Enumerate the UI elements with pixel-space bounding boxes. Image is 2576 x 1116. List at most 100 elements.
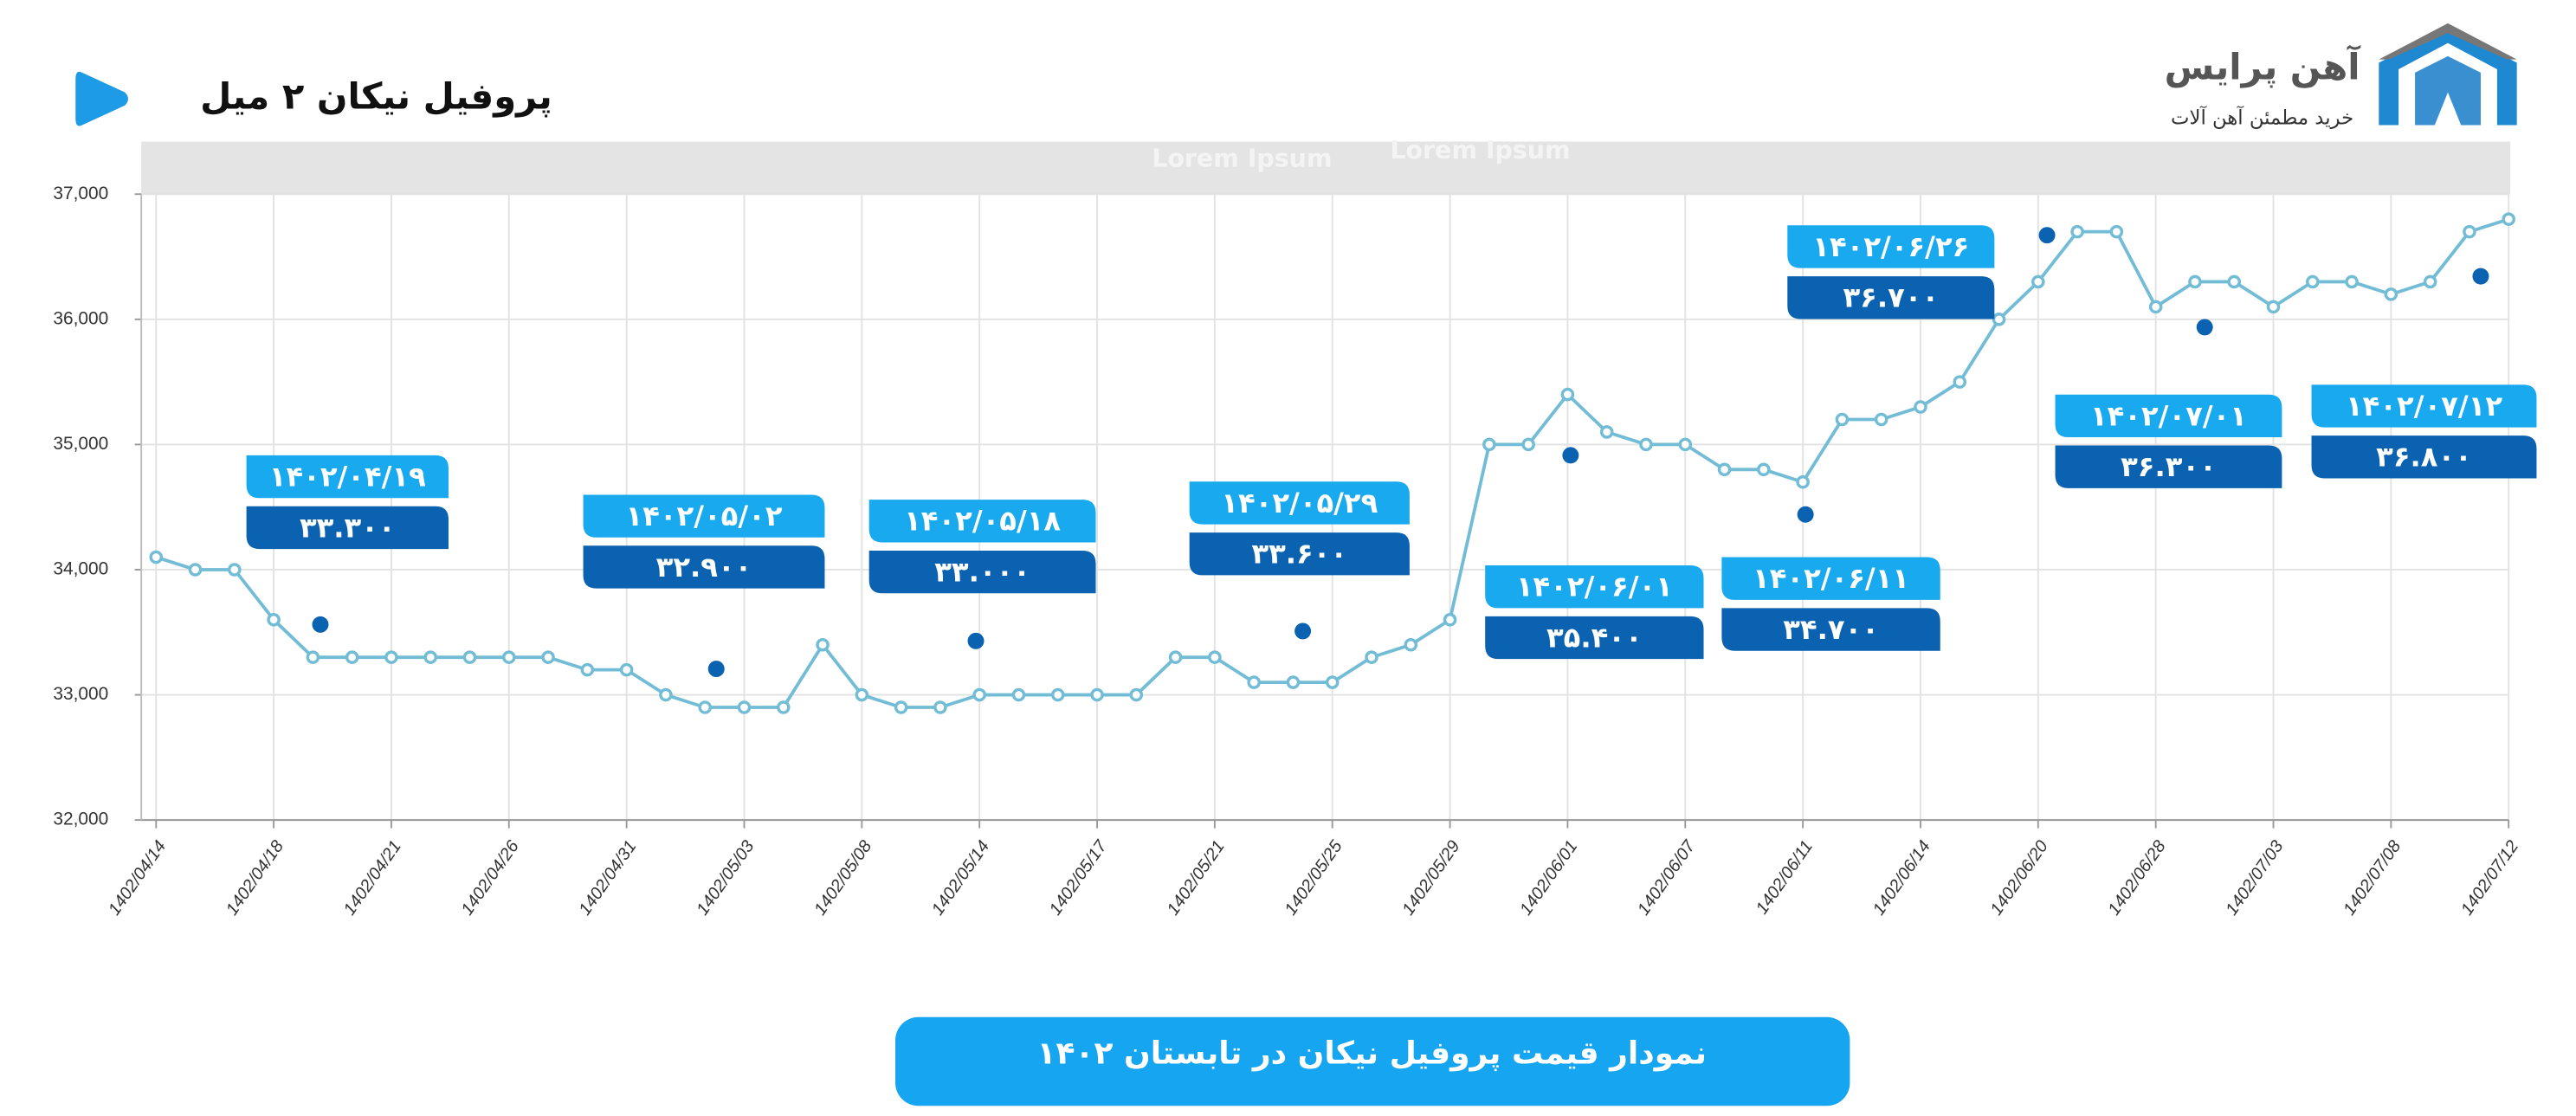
point	[1992, 313, 2006, 326]
callout-dot	[2196, 319, 2213, 336]
callout-date: ۱۴۰۲/۰۶/۱۱	[1753, 562, 1909, 595]
point	[894, 700, 908, 714]
point	[2148, 300, 2163, 314]
point	[1129, 687, 1144, 702]
callout-value: ۳۶.۳۰۰	[2121, 450, 2217, 483]
banner	[895, 1016, 1850, 1106]
header-text: Lorem Ipsum	[1152, 144, 1332, 172]
callout-value-box	[1189, 532, 1410, 576]
logo-roof	[2379, 23, 2517, 60]
point	[228, 563, 242, 577]
point	[1090, 687, 1104, 702]
callout: ۱۴۰۲/۰۵/۰۲ ۳۲.۹۰۰	[583, 494, 825, 678]
callout-date: ۱۴۰۲/۰۵/۲۹	[1221, 487, 1378, 519]
point	[2227, 274, 2242, 289]
point	[384, 650, 398, 664]
point	[1874, 412, 1888, 427]
point	[2423, 274, 2437, 289]
callout-value: ۳۳.۰۰۰	[934, 556, 1030, 589]
callout-dot	[1797, 506, 1814, 523]
callout-value: ۳۲.۹۰۰	[656, 551, 752, 584]
callout-dot	[2038, 227, 2056, 244]
point	[1286, 675, 1301, 689]
y-tick-label: 37,000	[53, 184, 108, 203]
point	[2463, 224, 2476, 239]
callout-value: ۳۳.۳۰۰	[300, 511, 396, 544]
callout: ۱۴۰۲/۰۶/۱۱ ۳۴.۷۰۰	[1721, 506, 1940, 651]
point	[1050, 687, 1065, 702]
point	[1717, 462, 1732, 477]
callout: ۱۴۰۲/۰۶/۰۱ ۳۵.۴۰۰	[1485, 447, 1704, 660]
point	[659, 687, 673, 702]
point	[2306, 274, 2320, 289]
play-icon	[75, 71, 128, 126]
y-tick-label: 35,000	[53, 434, 108, 454]
point	[1011, 687, 1026, 702]
callout: ۱۴۰۲/۰۵/۲۹ ۳۳.۶۰۰	[1189, 481, 1410, 640]
y-tick-label: 36,000	[53, 308, 108, 328]
point	[1914, 400, 1927, 414]
callout-date-box	[2311, 384, 2537, 428]
point	[2188, 274, 2202, 289]
callout-date: ۱۴۰۲/۰۶/۰۱	[1516, 571, 1673, 603]
point	[1953, 375, 1967, 389]
callout-value: ۳۳.۶۰۰	[1251, 538, 1347, 571]
point	[502, 650, 516, 664]
callout-value: ۳۴.۷۰۰	[1783, 613, 1879, 646]
point	[2266, 300, 2281, 314]
point	[1168, 650, 1183, 664]
callout-dot	[2472, 268, 2489, 285]
callout-date: ۱۴۰۲/۰۶/۲۶	[1812, 230, 1969, 263]
callout-value-box	[868, 550, 1096, 594]
logo-house	[2379, 26, 2517, 126]
point	[1639, 437, 1653, 452]
callout-date-box	[1189, 481, 1410, 525]
point	[1599, 425, 1614, 439]
callout-date: ۱۴۰۲/۰۷/۱۲	[2346, 390, 2502, 423]
callout-date-box	[1485, 565, 1704, 609]
point	[933, 700, 947, 714]
callout-date: ۱۴۰۲/۰۵/۰۲	[625, 500, 782, 532]
callout-dot	[967, 632, 985, 649]
callout: ۱۴۰۲/۰۶/۲۶ ۳۶.۷۰۰	[1787, 225, 2056, 319]
callout-value: ۳۶.۷۰۰	[1843, 281, 1939, 314]
point	[580, 662, 595, 677]
callout-value-box	[1485, 616, 1704, 660]
point	[1560, 387, 1575, 402]
point	[2502, 212, 2515, 226]
callout-value-box	[2311, 435, 2537, 479]
point	[619, 662, 634, 677]
point	[1443, 613, 1457, 627]
logo: آهن پرایس خرید مطمئن آهن آلات	[2165, 23, 2517, 129]
point	[1365, 650, 1378, 664]
point	[423, 650, 438, 664]
header-text: Lorem Ipsum	[1390, 136, 1570, 164]
callout-dot	[1562, 447, 1579, 464]
point	[2070, 224, 2084, 239]
y-tick-label: 33,000	[53, 684, 108, 704]
callout: ۱۴۰۲/۰۵/۱۸ ۳۳.۰۰۰	[868, 500, 1096, 649]
point	[855, 687, 869, 702]
callout: ۱۴۰۲/۰۷/۱۲ ۳۶.۸۰۰	[2311, 268, 2537, 479]
point	[267, 613, 281, 627]
point	[1247, 675, 1261, 689]
point	[2345, 274, 2359, 289]
point	[1482, 437, 1496, 452]
y-tick-label: 32,000	[53, 810, 108, 829]
point	[2384, 287, 2398, 301]
callout: ۱۴۰۲/۰۷/۰۱ ۳۶.۳۰۰	[2055, 319, 2282, 488]
callout-value-box	[1787, 276, 1995, 319]
point	[737, 700, 752, 714]
callout-date-box	[1721, 557, 1940, 600]
logo-name: آهن پرایس	[2165, 45, 2362, 89]
callout-value: ۳۵.۴۰۰	[1546, 621, 1643, 654]
chart-title: پروفیل نیکان ۲ میل	[200, 75, 552, 119]
callout-date: ۱۴۰۲/۰۵/۱۸	[904, 505, 1061, 538]
point	[2031, 274, 2045, 289]
point	[1796, 474, 1810, 489]
callout: ۱۴۰۲/۰۴/۱۹ ۳۳.۳۰۰	[246, 455, 449, 633]
point	[972, 687, 986, 702]
point	[1325, 675, 1340, 689]
point	[541, 650, 555, 664]
y-tick-label: 34,000	[53, 558, 108, 578]
